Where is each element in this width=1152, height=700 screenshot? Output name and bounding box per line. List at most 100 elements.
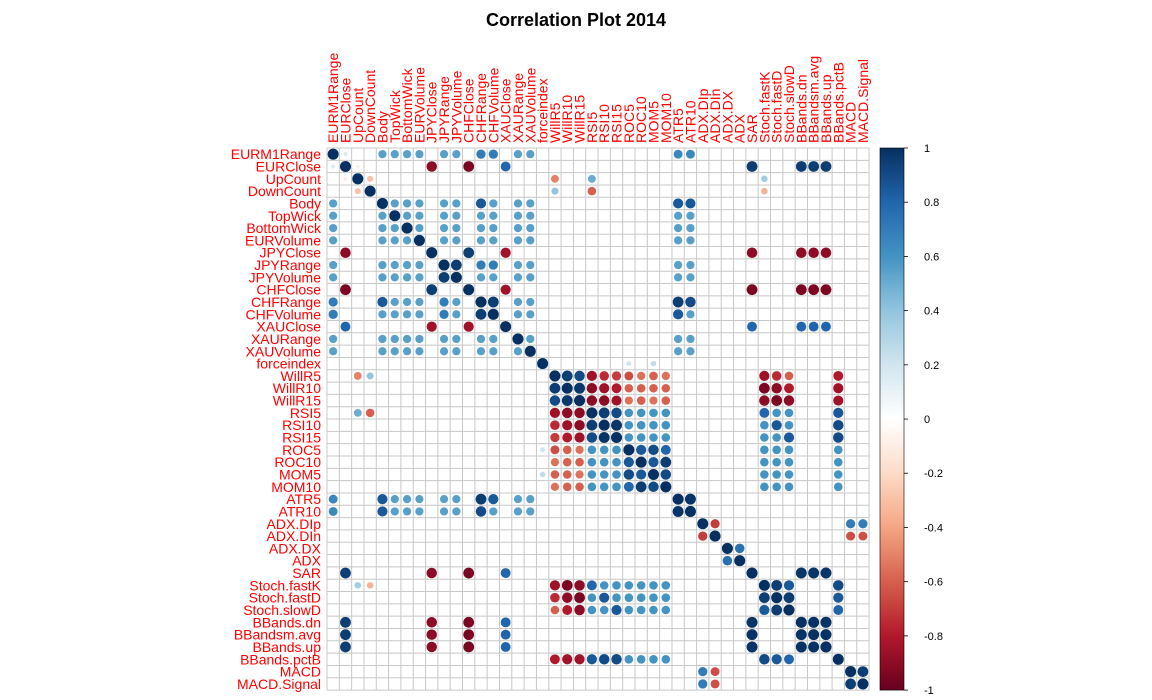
column-label: ATR10 [682,100,698,143]
corr-cell [808,616,820,628]
corr-cell [562,457,572,467]
corr-cell [390,334,399,344]
corr-cell [476,347,486,356]
corr-cell [649,593,658,602]
corr-cell [772,457,781,467]
corr-cell [624,396,633,405]
corr-cell [820,161,832,172]
corr-cell [649,396,658,405]
corr-cell [710,679,720,689]
corr-cell [858,519,868,529]
corr-cell [624,371,634,381]
corr-cell [808,567,820,579]
corr-cell [857,666,869,677]
corr-cell [402,273,412,282]
corr-cell [450,271,462,283]
corr-cell [500,617,511,628]
corr-cell [833,383,844,394]
corr-cell [378,150,387,159]
corr-cell [661,408,671,418]
corr-cell [513,260,523,270]
corr-cell [611,654,622,665]
corr-cell [413,234,425,246]
corr-cell [463,629,475,641]
column-label: WillR15 [572,95,588,143]
column-label: MACD [843,102,859,143]
corr-cell [426,284,438,296]
corr-cell [833,395,844,406]
corr-cell [795,629,807,641]
corr-cell [526,297,535,307]
corr-cell [513,310,523,319]
row-label: XAURange [251,331,321,347]
corr-cell [686,260,695,270]
corr-cell [649,605,658,615]
corr-cell [586,382,598,394]
corr-cell [377,296,388,308]
row-label: BottomWick [246,220,322,236]
corr-cell [561,370,573,382]
corr-cell [463,321,474,332]
corr-cell [623,481,634,492]
corr-cell [340,567,351,579]
corr-cell [674,334,683,344]
corr-cell [476,223,486,233]
corr-cell [574,382,586,394]
corr-cell [746,567,758,579]
corr-cell [356,164,360,169]
corr-cell [339,160,352,173]
row-label: JPYVolume [249,269,322,285]
corr-cell [686,236,695,245]
corr-cell [575,470,584,479]
corr-cell [771,371,782,381]
corr-cell [327,148,339,160]
corr-cell [846,531,856,541]
corr-cell [550,420,560,431]
corr-cell [623,444,635,456]
row-label: XAUClose [256,319,321,335]
column-label: RSI5 [584,112,600,143]
corr-cell [377,494,388,505]
corr-cell [760,433,769,442]
corr-cell [452,236,461,245]
corr-cell [390,310,399,319]
corr-cell [329,347,338,356]
corr-cell [524,345,536,357]
corr-cell [698,679,708,689]
corr-cell [784,457,794,467]
corr-cell [661,593,671,602]
corr-cell [661,396,671,405]
corr-cell [452,334,461,344]
corr-cell [598,419,610,431]
row-label: MACD.Signal [237,676,321,692]
corr-cell [672,505,684,517]
corr-cell [574,395,586,407]
corr-cell [390,199,399,208]
corr-cell [439,495,449,504]
corr-cell [598,654,610,665]
row-label: CHFVolume [246,306,322,322]
corr-cell [415,150,424,159]
corr-cell [710,667,720,677]
corr-cell [599,581,609,590]
corr-cell [513,236,523,245]
corr-cell [758,579,770,591]
corr-cell [402,199,412,208]
corr-cell [438,271,450,283]
corr-cell [587,174,596,183]
corr-cell [636,654,646,664]
corr-cell [611,407,622,419]
corr-cell [746,629,758,641]
corr-cell [635,481,647,493]
row-label: RSI5 [290,405,321,421]
column-label: BBands.pctB [830,62,846,143]
corr-cell [758,592,770,604]
column-label: DownCount [362,70,378,143]
corr-cell [562,445,572,455]
corr-cell [649,654,658,664]
corr-cell [500,161,511,172]
corr-cell [821,321,831,332]
corr-cell [820,284,832,296]
corr-cell [783,580,795,591]
corr-cell [549,382,561,394]
